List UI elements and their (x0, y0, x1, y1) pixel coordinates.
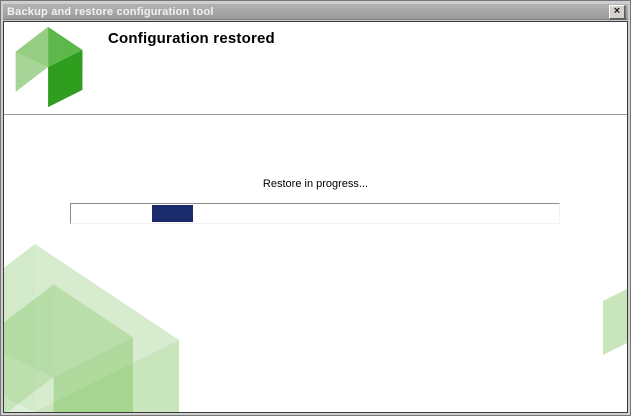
close-button[interactable]: × (609, 4, 625, 19)
deco-logo-large-icon (4, 244, 179, 412)
progress-block-indicator (152, 205, 193, 222)
progress-bar (70, 203, 560, 224)
deco-parallelogram-icon (603, 289, 627, 355)
status-text: Restore in progress... (262, 178, 369, 190)
titlebar: Backup and restore configuration tool × (3, 3, 628, 20)
content-area: Configuration restored Restore in progre… (3, 21, 628, 413)
window-title: Backup and restore configuration tool (7, 5, 214, 18)
app-logo-icon (15, 26, 83, 108)
close-icon: × (613, 4, 621, 17)
header-divider (4, 114, 627, 115)
deco-logo-small-icon (4, 284, 133, 412)
page-title: Configuration restored (108, 30, 275, 47)
